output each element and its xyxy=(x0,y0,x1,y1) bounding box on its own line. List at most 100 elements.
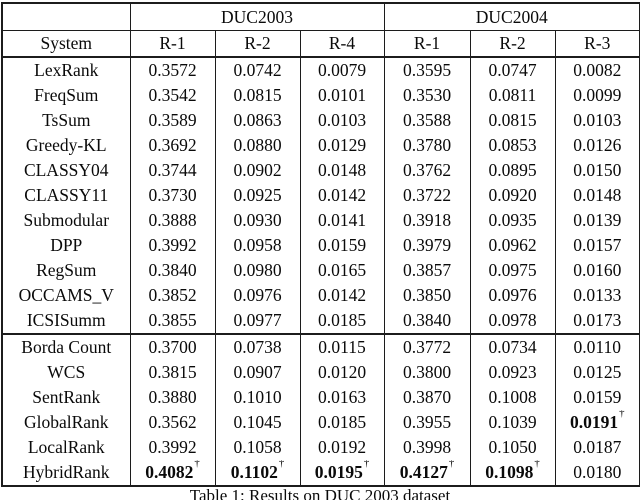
score-cell: 0.0734 xyxy=(469,333,556,360)
score-cell: 0.1050 xyxy=(469,435,556,460)
score-cell: 0.0101 xyxy=(299,83,385,108)
table-row: Borda Count 0.3700 0.0738 0.0115 0.3772 0.073… xyxy=(2,333,640,360)
score-cell: 0.3815 xyxy=(129,360,215,385)
system-name-cell: HybridRank xyxy=(22,462,110,482)
score-cell: 0.0082 xyxy=(554,57,640,83)
score-cell: 0.3998 xyxy=(383,435,471,460)
system-name-cell: TsSum xyxy=(42,110,91,130)
group-header-duc2003: DUC2003 xyxy=(129,3,385,31)
score-cell: 0.0902 xyxy=(214,158,300,183)
score-cell: 0.0962 xyxy=(469,233,556,258)
score-cell: 0.4127† xyxy=(383,460,471,486)
score-cell: 0.0125 xyxy=(554,360,640,385)
score-cell: 0.3888 xyxy=(129,208,215,233)
results-table: DUC2003 DUC2004 System R-1 R-2 R-4 R-1 R… xyxy=(1,2,640,487)
system-name-cell: LocalRank xyxy=(27,437,105,457)
system-name-cell: DPP xyxy=(50,235,83,255)
table-row: WCS 0.3815 0.0907 0.0120 0.3800 0.0923 0.0125 xyxy=(2,360,640,385)
score-cell: 0.3692 xyxy=(129,133,215,158)
score-cell: 0.0160 xyxy=(554,258,640,283)
system-name-cell: RegSum xyxy=(36,260,97,280)
score-cell: 0.0157 xyxy=(554,233,640,258)
score-cell: 0.0742 xyxy=(214,57,300,83)
system-name-cell: SentRank xyxy=(32,387,101,407)
score-cell: 0.0187 xyxy=(554,435,640,460)
system-name-cell: Submodular xyxy=(23,210,110,230)
score-cell: 0.0925 xyxy=(214,183,300,208)
score-cell: 0.0103 xyxy=(554,108,640,133)
score-cell: 0.3700 xyxy=(129,333,215,360)
column-header-r3-2004: R-3 xyxy=(554,30,640,58)
column-header-r4-2003: R-4 xyxy=(299,30,385,58)
score-cell: 0.0148 xyxy=(554,183,640,208)
score-cell: 0.0163 xyxy=(299,385,385,410)
score-cell: 0.0159 xyxy=(299,233,385,258)
score-cell: 0.3870 xyxy=(383,385,471,410)
system-name-cell: GlobalRank xyxy=(23,412,109,432)
score-cell: 0.3589 xyxy=(129,108,215,133)
score-cell: 0.0980 xyxy=(214,258,300,283)
table-row: CLASSY11 0.3730 0.0925 0.0142 0.3722 0.0920 0.… xyxy=(2,183,640,208)
score-cell: 0.3762 xyxy=(383,158,471,183)
score-cell: 0.3955 xyxy=(383,410,471,435)
system-name-cell: FreqSum xyxy=(34,85,99,105)
table-row: LexRank 0.3572 0.0742 0.0079 0.3595 0.0747 0.0… xyxy=(2,57,640,83)
score-cell: 0.0935 xyxy=(469,208,556,233)
score-cell: 0.0191† xyxy=(554,410,640,435)
table-caption: Table 1: Results on DUC 2003 dataset xyxy=(189,486,451,500)
score-cell: 0.0139 xyxy=(554,208,640,233)
score-cell: 0.0165 xyxy=(299,258,385,283)
score-cell: 0.3850 xyxy=(383,283,471,308)
column-header-row: System R-1 R-2 R-4 R-1 R-2 R-3 xyxy=(2,30,640,58)
table-body: DUC2003 DUC2004 System R-1 R-2 R-4 R-1 R… xyxy=(2,3,640,486)
score-cell: 0.3852 xyxy=(129,283,215,308)
score-cell: 0.3979 xyxy=(383,233,471,258)
score-cell: 0.0811 xyxy=(469,83,556,108)
table-row: OCCAMS_V 0.3852 0.0976 0.0142 0.3850 0.0976 0.… xyxy=(2,283,640,308)
score-cell: 0.0185 xyxy=(299,410,385,435)
score-cell: 0.4082† xyxy=(129,460,215,486)
score-cell: 0.3722 xyxy=(383,183,471,208)
table-row: Submodular 0.3888 0.0930 0.0141 0.3918 0.0935… xyxy=(2,208,640,233)
score-cell: 0.3855 xyxy=(129,308,215,334)
table-row: HybridRank 0.4082† 0.1102† 0.0195† 0.4127† 0.… xyxy=(2,460,640,486)
dagger-mark: † xyxy=(194,460,200,470)
score-cell: 0.0173 xyxy=(554,308,640,334)
system-name-cell: CLASSY11 xyxy=(24,185,109,205)
table-row: GlobalRank 0.3562 0.1045 0.0185 0.3955 0.1039… xyxy=(2,410,640,435)
system-name-cell: OCCAMS_V xyxy=(18,285,114,305)
system-name-cell: LexRank xyxy=(34,60,99,80)
score-cell: 0.1058 xyxy=(214,435,300,460)
score-cell: 0.0958 xyxy=(214,233,300,258)
system-name-cell: CLASSY04 xyxy=(23,160,109,180)
score-cell: 0.3880 xyxy=(129,385,215,410)
table-row: TsSum 0.3589 0.0863 0.0103 0.3588 0.0815 0.010… xyxy=(2,108,640,133)
score-cell: 0.0192 xyxy=(299,435,385,460)
score-cell: 0.0120 xyxy=(299,360,385,385)
score-cell: 0.0815 xyxy=(214,83,300,108)
system-name-cell: Greedy-KL xyxy=(25,135,107,155)
score-cell: 0.0180 xyxy=(554,460,640,486)
table-row: CLASSY04 0.3744 0.0902 0.0148 0.3762 0.0895 0.… xyxy=(2,158,640,183)
score-cell: 0.3840 xyxy=(129,258,215,283)
score-cell: 0.3857 xyxy=(383,258,471,283)
score-cell: 0.3530 xyxy=(383,83,471,108)
dagger-mark: † xyxy=(619,410,625,420)
score-cell: 0.0148 xyxy=(299,158,385,183)
score-cell: 0.0976 xyxy=(214,283,300,308)
score-cell: 0.3588 xyxy=(383,108,471,133)
table-row: ICSISumm 0.3855 0.0977 0.0185 0.3840 0.0978 0.… xyxy=(2,308,640,334)
score-cell: 0.0747 xyxy=(469,57,556,83)
score-cell: 0.0133 xyxy=(554,283,640,308)
score-cell: 0.0079 xyxy=(299,57,385,83)
score-cell: 0.0976 xyxy=(469,283,556,308)
corner-cell xyxy=(2,3,130,31)
score-cell: 0.0150 xyxy=(554,158,640,183)
score-cell: 0.3992 xyxy=(129,435,215,460)
score-cell: 0.0907 xyxy=(214,360,300,385)
score-cell: 0.1010 xyxy=(214,385,300,410)
score-cell: 0.0129 xyxy=(299,133,385,158)
system-name-cell: WCS xyxy=(47,362,86,382)
score-cell: 0.0126 xyxy=(554,133,640,158)
